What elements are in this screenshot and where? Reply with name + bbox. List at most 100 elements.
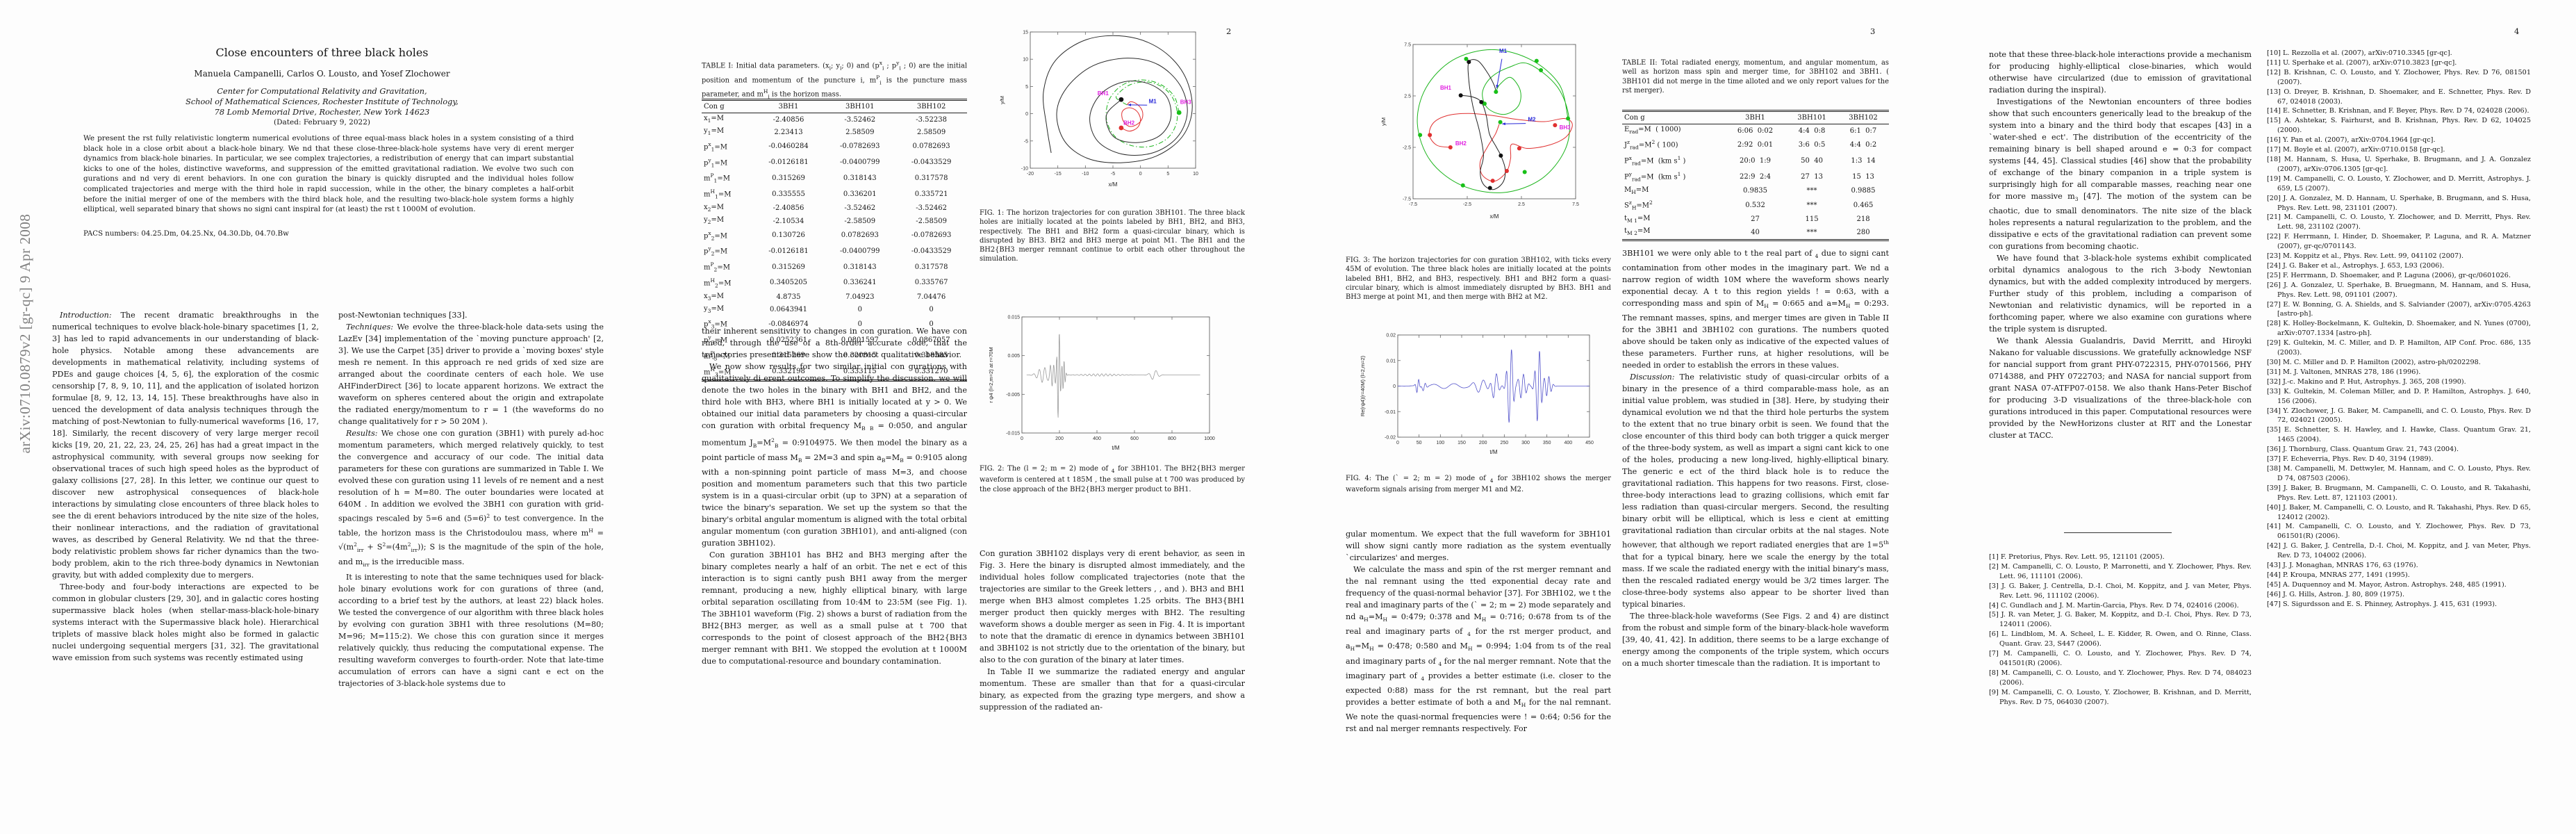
table-row: mP2=M 0.315269 0.318143 0.317578	[702, 259, 967, 275]
table-cell: 0.0782693	[912, 142, 950, 151]
reference-item: [10] L. Rezzolla et al. (2007), arXiv:07…	[2267, 49, 2452, 57]
svg-text:-5: -5	[1111, 172, 1115, 177]
paragraph-lead: Introduction:	[60, 311, 112, 320]
references-list-right: [10] L. Rezzolla et al. (2007), arXiv:07…	[2267, 49, 2531, 820]
table-1: Con g 3BH1 3BH101 3BH102 x1=M -2.40856 -3.5246…	[702, 99, 967, 382]
paragraph: Results: We chose one con guration (3BH1…	[338, 429, 604, 569]
table-row-label: mP2=M	[704, 261, 730, 273]
table-row: SzH=M2 0.532 *** 0.465	[1622, 197, 1889, 213]
table-cell: 27	[1751, 215, 1760, 224]
table-cell: -3.52462	[916, 204, 947, 213]
fig2-plot: 0 200 400 600 800 1000 0.015 0.005 -0.005 -0.015 t…	[988, 316, 1215, 452]
table-cell: 4:4 0:8	[1798, 126, 1826, 135]
table-row-label: y3=M	[704, 304, 725, 314]
table-cell: 0.3405205	[769, 279, 808, 287]
table-row: py1=M -0.0126181 -0.0400799 -0.0433529	[702, 155, 967, 171]
table-cell: 0.0252361	[769, 336, 808, 344]
table-cell: -3.52238	[916, 115, 947, 124]
reference-item: [35] E. Schnetter, S. H. Hawley, and I. …	[2267, 426, 2531, 444]
table-row: tM 2=M 40 *** 280	[1622, 226, 1889, 241]
table-row: y3=M 0.0643941 0 0	[702, 304, 967, 316]
reference-item: [24] J. G. Baker et al., Astrophys. J. 6…	[2267, 261, 2445, 270]
svg-text:t/M: t/M	[1112, 445, 1119, 451]
reference-item: [13] O. Dreyer, B. Krishnan, D. Shoemake…	[2267, 88, 2531, 106]
reference-item: [18] M. Hannam, S. Husa, U. Sperhake, B.…	[2267, 155, 2531, 173]
table-row-label: mH2=M	[704, 277, 732, 289]
affiliation-line: 78 Lomb Memorial Drive, Rochester, New Y…	[214, 108, 430, 117]
fig1-plot: -20 -15 -10 -5 0 5 10 -10 -5 0 5 10 15 x/M y/M BH1 BH2 BH…	[999, 31, 1198, 188]
dated-line: (Dated: February 9, 2022)	[274, 118, 370, 126]
table-cell: 0.315269	[772, 174, 805, 182]
table-row-label: tM 1=M	[1624, 214, 1651, 224]
svg-text:-2.5: -2.5	[1463, 202, 1471, 207]
svg-text:0.01: 0.01	[1386, 359, 1396, 363]
table-cell: 4.8735	[776, 293, 801, 301]
references-separator	[2064, 532, 2172, 533]
reference-item: [42] J. G. Baker, J. Centrella, D.-I. Ch…	[2267, 542, 2531, 560]
reference-item: [30] M. C. Miller and D. P. Hamilton (20…	[2267, 359, 2481, 366]
paragraph: Discussion: The relativistic study of qu…	[1622, 373, 1889, 610]
paragraph: We have found that 3-black-hole systems …	[1989, 254, 2252, 334]
table-cell: 27 13	[1801, 172, 1823, 181]
table-row-label: MH=M	[1624, 186, 1649, 195]
table-cell: -3.52462	[844, 115, 876, 124]
page2-column-left-text: their inherent sensitivity to changes in…	[702, 325, 967, 821]
table-cell: -2.40856	[773, 115, 804, 124]
svg-text:0: 0	[1396, 441, 1399, 445]
table-row-label: py2=M	[704, 245, 728, 257]
svg-text:0.005: 0.005	[1007, 354, 1020, 359]
svg-text:1000: 1000	[1204, 436, 1215, 441]
reference-item: [1] F. Pretorius, Phys. Rev. Lett. 95, 1…	[1989, 553, 2165, 561]
reference-item: [36] J. Thornburg, Class. Quantum Grav. …	[2267, 445, 2459, 454]
reference-item: [43] J. J. Monaghan, MNRAS 176, 63 (1976…	[2267, 562, 2418, 570]
table-row: py2=M -0.0126181 -0.0400799 -0.0433529	[702, 243, 967, 259]
paragraph: We thank Alessia Gualandris, David Merri…	[1989, 336, 2252, 441]
page1-column-right: post-Newtonian techniques [33]. Technique…	[338, 309, 604, 821]
table-cell: 0.335721	[914, 190, 948, 198]
svg-text:250: 250	[1500, 441, 1508, 445]
table-header-cell: 3BH102	[895, 99, 967, 113]
table-cell: 0	[857, 306, 862, 314]
table-row: px1=M -0.0460284 -0.0782693 0.0782693	[702, 139, 967, 155]
table-row-label: y2=M	[704, 216, 725, 226]
reference-item: [20] J. A. Gonzalez, M. D. Hannam, U. Sp…	[2267, 194, 2531, 212]
table-cell: 0.130726	[772, 231, 805, 240]
table-cell: 0.532	[1745, 201, 1765, 209]
table-row: px2=M 0.130726 0.0782693 -0.0782693	[702, 228, 967, 244]
table-row-label: SzH=M2	[1624, 199, 1653, 211]
svg-text:M2: M2	[1528, 116, 1536, 122]
table-cell: 2:92 0:01	[1737, 141, 1774, 149]
page-1: Close encounters of three black holes Ma…	[0, 0, 644, 834]
table-cell: 0.9835	[1743, 187, 1768, 195]
reference-item: [17] M. Boyle et al. (2007), arXiv:0710.…	[2267, 146, 2445, 154]
table-cell: 2.23413	[774, 128, 803, 136]
table-header-cell: 3BH101	[824, 99, 896, 113]
table-row: x3=M 4.8735 7.04923 7.04476	[702, 291, 967, 304]
affiliation-line: School of Mathematical Sciences, Rochest…	[185, 97, 459, 106]
paragraph: Introduction: The recent dramatic breakt…	[52, 311, 319, 580]
table-cell: -2.58509	[844, 217, 876, 225]
table-header-cell: Con g	[702, 99, 753, 113]
table-cell: 2.58509	[845, 128, 875, 136]
reference-item: [6] L. Lindblom, M. A. Scheel, L. E. Kid…	[1989, 630, 2252, 648]
svg-text:BH3: BH3	[1180, 99, 1192, 105]
reference-item: [7] M. Campanelli, C. O. Lousto, and Y. …	[1989, 650, 2252, 667]
table-cell: 3:6 0:5	[1798, 141, 1826, 149]
reference-item: [21] M. Campanelli, C. O. Lousto, Y. Zlo…	[2267, 213, 2531, 231]
table-row: y1=M 2.23413 2.58509 2.58509	[702, 126, 967, 138]
table-2-caption: TABLE II: Total radiated energy, momentu…	[1622, 59, 1889, 95]
svg-text:5: 5	[1166, 172, 1169, 177]
paragraph: their inherent sensitivity to changes in…	[702, 327, 967, 359]
table-row: Pxrad=M (km s1 ) 20:0 1:9 50 40 1:3 14	[1622, 153, 1889, 169]
svg-text:2.5: 2.5	[1518, 202, 1525, 207]
svg-text:10: 10	[1023, 58, 1028, 63]
table-cell: 7.04923	[845, 293, 875, 301]
table-cell: 0	[929, 320, 934, 328]
reference-item: [25] F. Herrmann, D. Shoemaker, and P. L…	[2267, 271, 2511, 279]
svg-text:-7.5: -7.5	[1409, 202, 1417, 207]
table-cell: 1:3 14	[1851, 156, 1876, 165]
table-header-cell: 3BH1	[752, 99, 825, 113]
reference-item: [2] M. Campanelli, C. O. Lousto, P. Marr…	[1989, 562, 2252, 580]
svg-text:-7.5: -7.5	[1403, 197, 1411, 202]
table-cell: 50 40	[1801, 156, 1823, 165]
